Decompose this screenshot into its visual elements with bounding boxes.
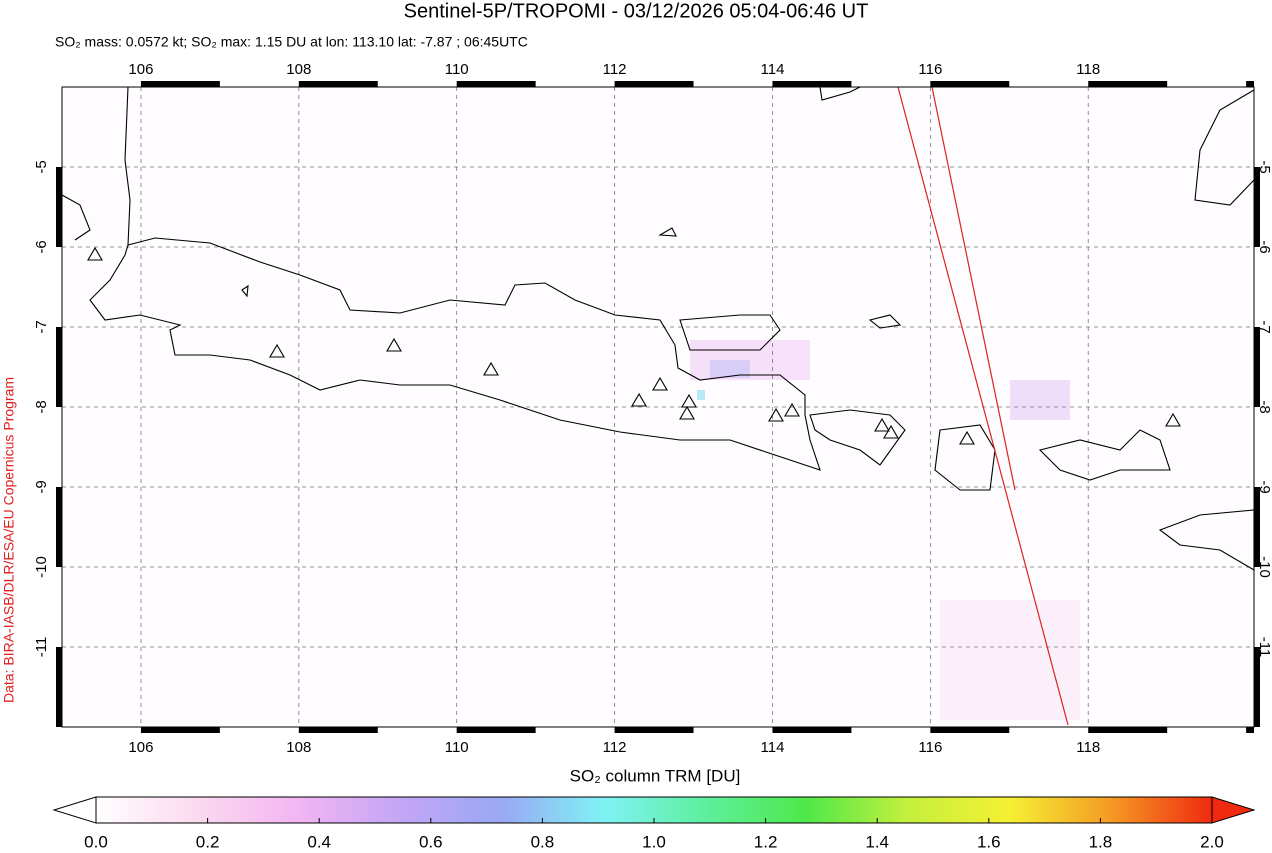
chart-title: Sentinel-5P/TROPOMI - 03/12/2026 05:04-0… xyxy=(404,0,869,22)
colorbar-tick-label: 0.8 xyxy=(531,832,555,851)
x-tick-label: 110 xyxy=(445,739,469,756)
y-tick-label: -8 xyxy=(1256,400,1272,413)
colorbar-tick-label: 0.6 xyxy=(419,832,443,851)
x-tick-label: 112 xyxy=(603,61,627,78)
swath-edge xyxy=(897,86,1069,726)
frame-bar xyxy=(140,727,220,733)
frame-bar xyxy=(56,167,62,247)
frame-bar xyxy=(456,727,536,733)
frame-bar xyxy=(1254,167,1260,247)
frame-bar xyxy=(1254,327,1260,407)
colorbar-tick-label: 1.4 xyxy=(865,832,889,851)
coastline-islands xyxy=(241,227,902,329)
colorbar-tick-label: 0.0 xyxy=(84,832,108,851)
y-tick-label: -9 xyxy=(33,480,50,493)
coastline-lombok xyxy=(934,424,996,491)
coastline-java xyxy=(89,237,821,471)
colorbar-tick-label: 0.2 xyxy=(196,832,220,851)
frame-bar xyxy=(1088,81,1168,87)
frame-bar xyxy=(456,81,536,87)
frame-bar xyxy=(930,727,1010,733)
so2-patch xyxy=(697,390,705,400)
y-tick-label: -11 xyxy=(1256,637,1272,658)
x-tick-label: 114 xyxy=(761,61,785,78)
x-tick-label: 106 xyxy=(128,61,153,78)
coastline-sumbawa xyxy=(1038,429,1171,481)
coastline-borneo xyxy=(819,86,1255,206)
coastline-madura xyxy=(679,314,781,351)
y-tick-label: -5 xyxy=(33,160,50,173)
coastline-bali xyxy=(809,409,906,466)
colorbar-tick-label: 1.2 xyxy=(754,832,778,851)
volcanoes xyxy=(87,246,1181,445)
y-tick-label: -5 xyxy=(1256,160,1272,173)
frame-bar xyxy=(298,727,378,733)
x-tick-label: 118 xyxy=(1076,739,1100,756)
colorbar-under xyxy=(52,796,97,824)
volcano xyxy=(87,246,1181,445)
frame-bar xyxy=(772,81,852,87)
x-tick-label: 108 xyxy=(286,739,311,756)
frame-bar xyxy=(930,81,1010,87)
frame-bar xyxy=(298,81,378,87)
x-tick-label: 116 xyxy=(918,61,942,78)
y-tick-label: -7 xyxy=(1256,320,1272,333)
y-tick-label: -9 xyxy=(1256,480,1272,493)
x-tick-label: 114 xyxy=(761,739,785,756)
frame-bar xyxy=(140,81,220,87)
frame-bar xyxy=(56,487,62,567)
y-tick-label: -10 xyxy=(1256,556,1272,578)
y-tick-label: -10 xyxy=(33,556,50,578)
colorbar-tick-label: 1.6 xyxy=(977,832,1001,851)
frame-bar xyxy=(772,727,852,733)
frame-bar xyxy=(1088,727,1168,733)
coastline-sumatra xyxy=(61,86,131,246)
colorbar-tick-label: 2.0 xyxy=(1200,832,1224,851)
so2-patch xyxy=(940,600,1080,720)
y-tick-label: -11 xyxy=(33,637,50,658)
credit: Data: BIRA-IASB/DLR/ESA/EU Copernicus Pr… xyxy=(1,377,17,703)
frame-bar xyxy=(1246,81,1254,87)
so2-patch xyxy=(1010,380,1070,420)
map-area xyxy=(56,81,1260,733)
colorbar-tick-label: 1.8 xyxy=(1089,832,1113,851)
colorbar-tick-label: 0.4 xyxy=(307,832,331,851)
y-tick-label: -7 xyxy=(33,320,50,333)
y-tick-label: -6 xyxy=(33,240,50,253)
y-tick-label: -8 xyxy=(33,400,50,413)
x-tick-label: 112 xyxy=(603,739,627,756)
x-tick-label: 118 xyxy=(1076,61,1100,78)
so2-patch xyxy=(710,360,750,378)
frame-bar xyxy=(56,647,62,727)
x-tick-label: 106 xyxy=(128,739,153,756)
y-tick-label: -6 xyxy=(1256,240,1272,253)
frame-bar xyxy=(56,327,62,407)
frame-bar xyxy=(1254,647,1260,727)
colorbar-tick-label: 1.0 xyxy=(642,832,666,851)
frame-bar xyxy=(614,727,694,733)
frame-bar xyxy=(1254,487,1260,567)
colorbar-label: SO₂ column TRM [DU] xyxy=(570,766,741,785)
frame-bar xyxy=(614,81,694,87)
x-tick-label: 116 xyxy=(918,739,942,756)
frame-bar xyxy=(1246,727,1254,733)
colorbar-over xyxy=(1211,796,1256,824)
x-tick-label: 108 xyxy=(286,61,311,78)
so2-pixels xyxy=(690,340,1080,720)
x-tick-label: 110 xyxy=(445,61,469,78)
chart-subtitle: SO₂ mass: 0.0572 kt; SO₂ max: 1.15 DU at… xyxy=(55,34,528,50)
